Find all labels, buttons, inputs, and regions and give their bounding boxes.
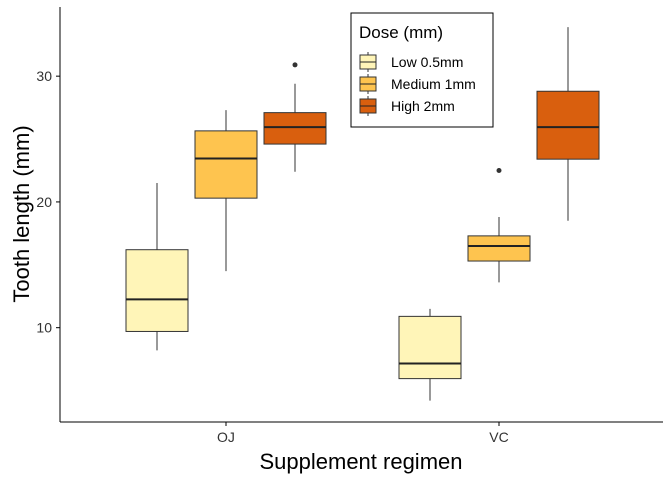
legend-items: Low 0.5mm Medium 1mm High 2mm — [359, 52, 476, 116]
legend-label: Low 0.5mm — [391, 54, 463, 70]
outlier-point — [496, 167, 502, 173]
box-VC-1 — [467, 167, 531, 283]
x-axis-title: Supplement regimen — [259, 449, 462, 474]
outlier-point — [292, 62, 298, 68]
box-iqr — [467, 235, 531, 262]
legend-item: Low 0.5mm — [359, 52, 463, 72]
box-iqr — [536, 90, 600, 160]
legend-label: High 2mm — [391, 98, 455, 114]
box-iqr — [125, 249, 189, 332]
legend-title: Dose (mm) — [359, 23, 443, 42]
box-VC-0 — [398, 308, 462, 401]
boxes-layer — [125, 27, 600, 401]
x-tick-label: OJ — [217, 429, 235, 445]
legend: Dose (mm) Low 0.5mm Medium 1mm High 2mm — [350, 12, 494, 128]
box-iqr — [194, 130, 258, 199]
box-OJ-2 — [263, 62, 327, 172]
y-axis-title: Tooth length (mm) — [9, 125, 34, 302]
legend-label: Medium 1mm — [391, 76, 476, 92]
box-OJ-1 — [194, 110, 258, 272]
box-OJ-0 — [125, 183, 189, 351]
y-tick-label: 10 — [36, 320, 52, 336]
legend-item: High 2mm — [359, 96, 455, 116]
x-ticks: OJ VC — [217, 422, 509, 445]
x-tick-label: VC — [489, 429, 508, 445]
y-ticks: 10 20 30 — [36, 68, 60, 336]
box-VC-2 — [536, 27, 600, 221]
box-iqr — [398, 315, 462, 380]
legend-item: Medium 1mm — [359, 74, 476, 94]
y-tick-label: 20 — [36, 194, 52, 210]
box-iqr — [263, 112, 327, 145]
y-tick-label: 30 — [36, 68, 52, 84]
